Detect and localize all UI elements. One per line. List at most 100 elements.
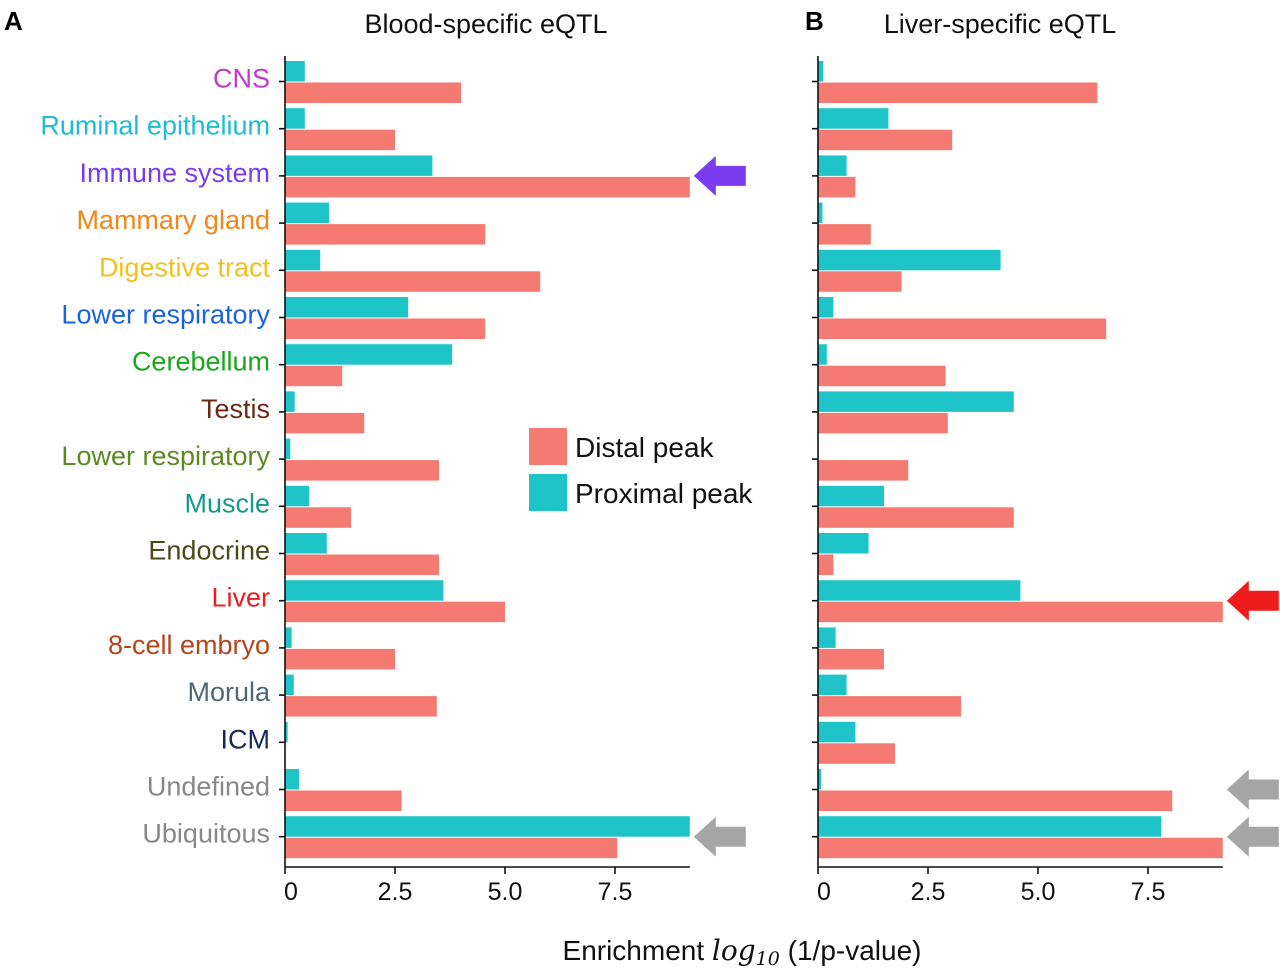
x-tick-label: 0 bbox=[817, 878, 831, 906]
bar-distal bbox=[818, 82, 1098, 103]
category-label: Mammary gland bbox=[76, 205, 270, 235]
x-axis-label-base: 10 bbox=[756, 948, 780, 968]
bar-proximal bbox=[285, 816, 690, 837]
highlight-arrow-icon bbox=[1226, 769, 1279, 810]
bar-distal bbox=[285, 601, 505, 623]
bar-distal bbox=[285, 412, 365, 434]
category-labels: CNS Ruminal epithelium Immune system Mammar… bbox=[40, 64, 271, 849]
bar-distal bbox=[818, 176, 856, 198]
x-tick-label: 7.5 bbox=[1131, 878, 1166, 906]
bar-distal bbox=[285, 507, 351, 528]
bar-proximal bbox=[285, 721, 288, 743]
bar-proximal bbox=[818, 580, 1021, 601]
category-label: 8-cell embryo bbox=[108, 630, 270, 660]
bar-distal bbox=[818, 696, 961, 717]
bar-proximal bbox=[285, 249, 321, 271]
x-tick-label: 7.5 bbox=[598, 878, 633, 906]
x-axis-label: Enrichment log10 (1/p-value) bbox=[563, 934, 922, 968]
bar-proximal bbox=[818, 108, 889, 129]
bar-proximal bbox=[285, 202, 329, 224]
legend-label-distal: Distal peak bbox=[575, 432, 715, 463]
bar-proximal bbox=[285, 438, 291, 460]
bar-proximal bbox=[818, 297, 834, 318]
bar-proximal bbox=[818, 816, 1162, 837]
panel-a-plot: 0 2.5 5.0 7.5 bbox=[279, 56, 746, 906]
bar-proximal bbox=[285, 485, 310, 507]
bar-distal bbox=[818, 554, 834, 575]
category-label: Ruminal epithelium bbox=[40, 111, 270, 141]
bar-proximal bbox=[285, 155, 433, 176]
category-label: Lower respiratory bbox=[61, 441, 270, 471]
bar-distal bbox=[818, 224, 871, 245]
bar-proximal bbox=[285, 297, 409, 318]
highlight-arrow-icon bbox=[693, 155, 746, 196]
x-tick-label: 2.5 bbox=[378, 878, 413, 906]
panel-b-plot: 0 2.5 5.0 7.5 bbox=[812, 56, 1279, 906]
bar-proximal bbox=[818, 485, 884, 507]
bar-proximal bbox=[285, 533, 327, 554]
bar-distal bbox=[818, 365, 946, 387]
bar-proximal bbox=[285, 391, 295, 412]
legend-swatch-distal bbox=[529, 428, 567, 465]
bar-proximal bbox=[818, 627, 836, 648]
bar-distal bbox=[818, 318, 1107, 339]
bar-proximal bbox=[818, 674, 847, 696]
bar-proximal bbox=[818, 249, 1001, 271]
bar-distal bbox=[818, 837, 1223, 859]
x-axis-label-suffix: (1/p-value) bbox=[780, 935, 922, 966]
bar-distal bbox=[285, 696, 437, 717]
bar-distal bbox=[818, 743, 895, 764]
bar-proximal bbox=[285, 674, 294, 696]
bar-distal bbox=[285, 837, 618, 859]
bar-distal bbox=[818, 271, 902, 292]
bar-distal bbox=[818, 601, 1223, 623]
bar-distal bbox=[818, 129, 953, 151]
legend-label-proximal: Proximal peak bbox=[575, 478, 753, 509]
category-label: CNS bbox=[213, 64, 270, 94]
bar-proximal bbox=[818, 769, 822, 790]
category-label: Endocrine bbox=[148, 536, 270, 566]
x-tick-label: 5.0 bbox=[1021, 878, 1056, 906]
category-label: Morula bbox=[187, 677, 271, 707]
bar-proximal bbox=[818, 155, 847, 176]
bar-distal bbox=[285, 176, 690, 198]
highlight-arrow-icon bbox=[1226, 580, 1279, 621]
bar-distal bbox=[285, 554, 439, 575]
legend: Distal peak Proximal peak bbox=[529, 428, 753, 511]
bar-proximal bbox=[285, 580, 444, 601]
category-label: ICM bbox=[221, 724, 271, 754]
bar-distal bbox=[818, 648, 884, 670]
bar-distal bbox=[285, 648, 395, 670]
bar-proximal bbox=[285, 769, 300, 790]
bar-proximal bbox=[818, 61, 824, 82]
bar-distal bbox=[285, 271, 541, 292]
category-label: Digestive tract bbox=[99, 252, 271, 282]
category-label: Undefined bbox=[147, 772, 270, 802]
x-tick-label: 5.0 bbox=[488, 878, 523, 906]
bar-distal bbox=[285, 460, 439, 481]
panel-a-letter: A bbox=[4, 6, 23, 36]
bar-proximal bbox=[818, 391, 1014, 412]
category-label: Ubiquitous bbox=[142, 819, 270, 849]
category-label: Lower respiratory bbox=[61, 300, 270, 330]
bar-proximal bbox=[285, 61, 305, 82]
bar-distal bbox=[285, 790, 402, 811]
panel-a-title: Blood-specific eQTL bbox=[364, 9, 607, 39]
x-axis-label-log: log bbox=[712, 934, 756, 967]
panel-b-title: Liver-specific eQTL bbox=[884, 9, 1117, 39]
bar-distal bbox=[818, 460, 909, 481]
category-label: Immune system bbox=[79, 158, 270, 188]
bar-distal bbox=[285, 82, 461, 103]
category-label: Testis bbox=[201, 394, 270, 424]
x-tick-label: 0 bbox=[284, 878, 298, 906]
bar-distal bbox=[818, 412, 948, 434]
bar-proximal bbox=[818, 202, 823, 224]
bar-proximal bbox=[818, 344, 827, 365]
panel-b-letter: B bbox=[805, 6, 824, 36]
category-label: Cerebellum bbox=[132, 347, 270, 377]
highlight-arrow-icon bbox=[1226, 816, 1279, 857]
x-axis-label-prefix: Enrichment bbox=[563, 935, 712, 966]
bar-distal bbox=[285, 318, 486, 339]
category-label: Muscle bbox=[184, 488, 270, 518]
